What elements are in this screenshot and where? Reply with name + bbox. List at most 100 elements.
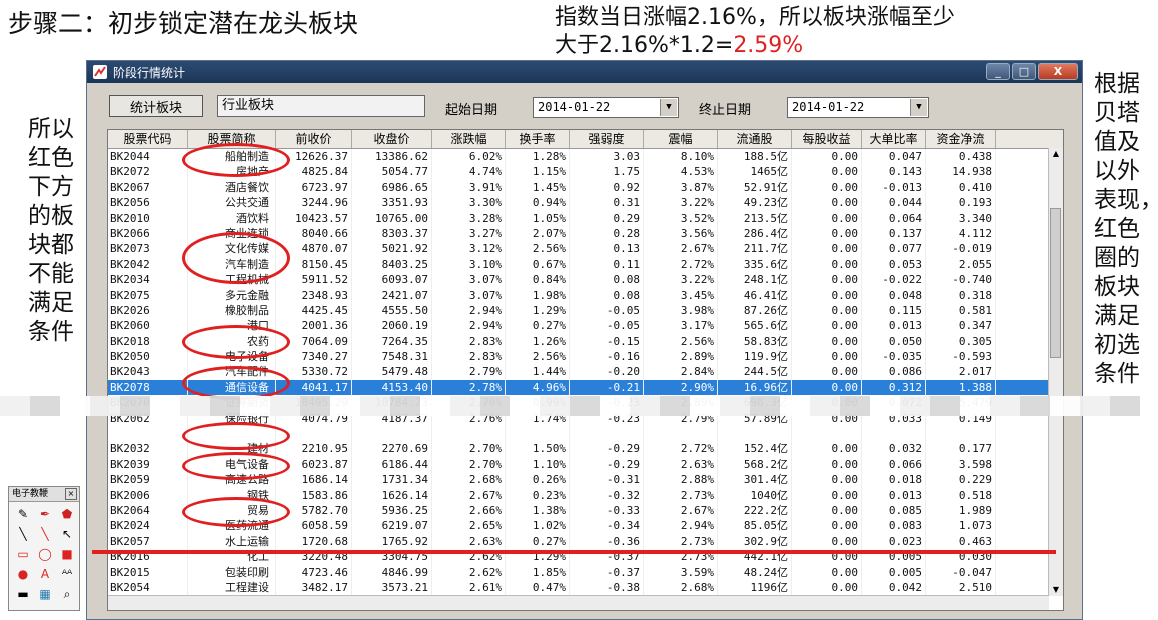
table-cell: 211.7亿: [718, 241, 792, 256]
table-cell: -0.019: [926, 241, 996, 256]
scroll-down-icon[interactable]: ▼: [1049, 584, 1063, 596]
chevron-down-icon[interactable]: ▼: [660, 99, 677, 116]
maximize-button[interactable]: □: [1012, 63, 1036, 80]
table-cell: [352, 426, 432, 441]
close-button[interactable]: X: [1038, 63, 1078, 80]
column-header[interactable]: 强弱度: [570, 130, 644, 148]
table-cell: -0.20: [570, 364, 644, 379]
end-date-select[interactable]: 2014-01-22 ▼: [787, 97, 929, 118]
table-cell: BK2054: [108, 580, 188, 595]
column-header[interactable]: 股票代码: [108, 130, 188, 148]
table-cell: 0.013: [862, 318, 926, 333]
scroll-thumb[interactable]: [1050, 208, 1061, 358]
table-cell: 0.00: [792, 580, 862, 595]
table-cell: 2.65%: [432, 518, 506, 533]
table-cell: 4723.46: [276, 565, 352, 580]
vertical-scrollbar[interactable]: ▲ ▼: [1048, 148, 1063, 596]
column-header[interactable]: 收盘价: [352, 130, 432, 148]
ellipse-icon[interactable]: ◯: [37, 546, 53, 562]
table-cell: 4.112: [926, 226, 996, 241]
table-cell: -0.38: [570, 580, 644, 595]
column-header[interactable]: 前收价: [276, 130, 352, 148]
table-cell: 565.6亿: [718, 318, 792, 333]
color-picker-icon[interactable]: ▦: [37, 586, 53, 602]
table-cell: 工程建设: [188, 580, 276, 595]
column-header[interactable]: 每股收益: [792, 130, 862, 148]
table-cell: 10423.57: [276, 211, 352, 226]
pen-panel-title: 电子教鞭 ×: [9, 487, 79, 502]
table-cell: 3.98%: [644, 303, 718, 318]
table-cell: 2.68%: [432, 472, 506, 487]
highlight-circle: [182, 143, 290, 177]
table-cell: 2.94%: [432, 303, 506, 318]
dot-icon[interactable]: ●: [15, 566, 31, 582]
paint-bucket-icon[interactable]: ⬟: [59, 506, 75, 522]
close-icon[interactable]: ×: [65, 488, 77, 500]
color-black-icon[interactable]: ▬: [15, 586, 31, 602]
table-cell: 13386.62: [352, 149, 432, 164]
stat-board-button[interactable]: 统计板块: [109, 95, 203, 117]
filled-rect-icon[interactable]: ■: [59, 546, 75, 562]
table-cell: -0.05: [570, 318, 644, 333]
table-cell: 2.67%: [432, 488, 506, 503]
window-titlebar[interactable]: 阶段行情统计 _ □ X: [87, 61, 1082, 83]
table-cell: 16.96亿: [718, 380, 792, 395]
threshold-line: [92, 550, 1056, 554]
pen-icon[interactable]: ✒: [37, 506, 53, 522]
column-header[interactable]: 涨跌幅: [432, 130, 506, 148]
table-cell: 2.88%: [644, 472, 718, 487]
table-cell: 0.177: [926, 441, 996, 456]
table-cell: -0.33: [570, 503, 644, 518]
column-header[interactable]: 资金净流: [926, 130, 996, 148]
rectangle-icon[interactable]: ▭: [15, 546, 31, 562]
column-header[interactable]: 换手率: [506, 130, 570, 148]
arrow-icon[interactable]: ↖: [59, 526, 75, 542]
table-cell: 0.28: [570, 226, 644, 241]
chevron-down-icon[interactable]: ▼: [910, 99, 927, 116]
minimize-button[interactable]: _: [986, 63, 1010, 80]
text-icon[interactable]: A: [37, 566, 53, 582]
table-cell: 3573.21: [352, 580, 432, 595]
board-type-field[interactable]: 行业板块: [217, 95, 425, 117]
table-cell: 5054.77: [352, 164, 432, 179]
table-cell: -0.21: [570, 380, 644, 395]
scroll-up-icon[interactable]: ▲: [1049, 148, 1063, 160]
line-icon[interactable]: ╲: [15, 526, 31, 542]
table-cell: 0.318: [926, 288, 996, 303]
table-cell: 0.00: [792, 334, 862, 349]
table-cell: 2.62%: [432, 565, 506, 580]
column-header[interactable]: 流通股: [718, 130, 792, 148]
table-cell: 0.00: [792, 457, 862, 472]
eraser-icon[interactable]: ✎: [15, 506, 31, 522]
zoom-icon[interactable]: ⌕: [59, 586, 75, 602]
table-cell: 2.72%: [644, 257, 718, 272]
start-date-select[interactable]: 2014-01-22 ▼: [533, 97, 679, 118]
table-cell: BK2073: [108, 241, 188, 256]
table-cell: 3244.96: [276, 195, 352, 210]
table-cell: 0.00: [792, 488, 862, 503]
table-cell: 0.92: [570, 180, 644, 195]
table-cell: -0.740: [926, 272, 996, 287]
column-header[interactable]: 大单比率: [862, 130, 926, 148]
table-cell: BK2067: [108, 180, 188, 195]
red-line-icon[interactable]: ╲: [37, 526, 53, 542]
table-cell: 4.96%: [506, 380, 570, 395]
column-header[interactable]: 震幅: [644, 130, 718, 148]
annotation-line: 红色: [1094, 215, 1154, 244]
table-cell: -0.013: [862, 180, 926, 195]
table-cell: [432, 426, 506, 441]
table-cell: 3.56%: [644, 226, 718, 241]
table-cell: 0.018: [862, 472, 926, 487]
table-cell: 橡胶制品: [188, 303, 276, 318]
table-cell: 0.84%: [506, 272, 570, 287]
horizontal-scrollbar[interactable]: [108, 595, 1049, 610]
font-icon[interactable]: ᴬᴬ: [59, 566, 75, 582]
